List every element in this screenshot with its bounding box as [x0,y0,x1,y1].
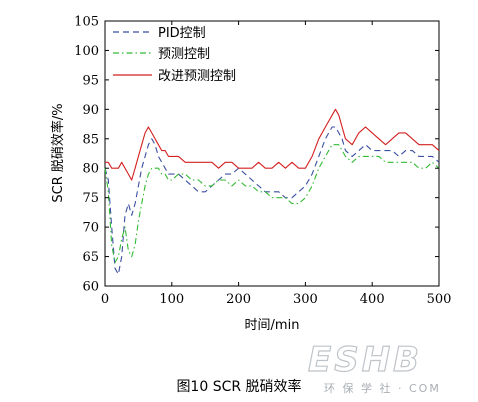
y-tick-label: 85 [82,132,99,147]
series-lines [104,108,440,275]
y-tick-label: 70 [82,221,99,236]
legend-label-improved: 改进预测控制 [158,69,236,84]
axis-ticks: 0 100 200 300 400 500 60 65 70 75 80 85 90 95 100 105 [74,15,451,308]
y-tick-label: 105 [74,15,99,30]
figure-caption: 图10 SCR 脱硝效率 [176,379,302,395]
x-tick-label: 0 [101,292,109,307]
series-line-pid [104,126,440,275]
legend: PID控制 预测控制 改进预测控制 [113,26,236,84]
x-tick-label: 100 [159,292,184,307]
x-tick-label: 200 [226,292,251,307]
x-tick-label: 400 [360,292,385,307]
series-line-improved [105,108,440,181]
series-line-pred [104,144,440,263]
plot-frame [104,20,440,287]
y-axis-label: SCR 脱硝效率/% [50,103,66,202]
legend-label-pid: PID控制 [158,26,206,41]
y-tick-label: 60 [82,280,99,295]
y-tick-label: 95 [82,73,99,88]
y-tick-label: 80 [82,162,99,177]
legend-label-pred: 预测控制 [158,47,210,62]
x-tick-label: 500 [427,292,452,307]
y-tick-label: 100 [74,44,99,59]
y-tick-label: 90 [82,103,99,118]
y-tick-label: 75 [82,191,99,206]
y-tick-label: 65 [82,250,99,265]
x-tick-label: 300 [293,292,318,307]
x-axis-label: 时间/min [245,318,300,333]
